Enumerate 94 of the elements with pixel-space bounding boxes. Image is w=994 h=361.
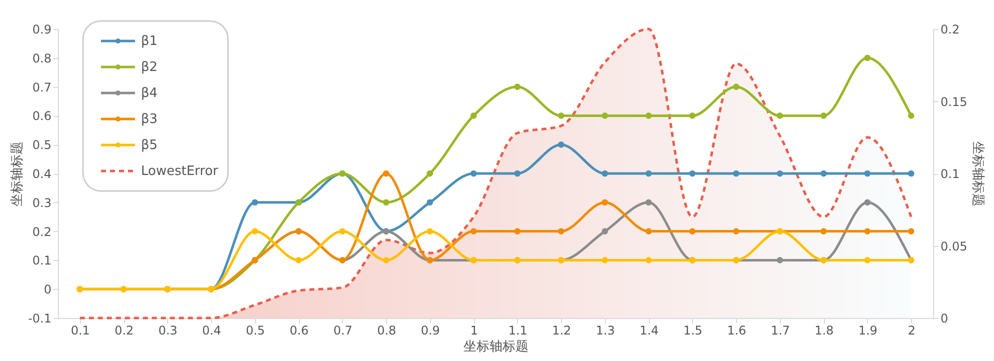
legend-label: β4 [141,86,158,101]
y-tick-label: 0.6 [32,109,52,124]
point [426,228,434,234]
x-tick-label: 0.3 [158,324,178,338]
y2-tick-label: 0.05 [940,239,968,254]
y-tick-label: 0.8 [32,51,52,66]
x-tick-label: 1.1 [508,324,528,338]
y2-tick-label: 0.2 [940,22,960,36]
y-tick-label: 0.7 [32,80,52,94]
point [602,170,608,177]
point [602,112,608,119]
x-tick-label: 1.4 [640,324,659,338]
point [558,112,564,119]
x-axis-title: 坐标轴标题 [464,340,528,354]
point [382,199,390,206]
legend-label: β2 [141,60,158,75]
point [558,228,564,234]
point [732,84,740,90]
point [864,170,871,177]
point [908,170,914,177]
legend-label: β5 [141,138,158,153]
x-tick-label: 1.2 [552,324,572,338]
x-tick-label: 1.9 [858,324,878,338]
y2-axis-title: 坐标轴标题 [970,142,986,206]
point [908,228,914,234]
point [382,170,390,177]
point [470,170,477,177]
point [558,141,564,148]
point [470,112,477,119]
x-tick-label: 1 [470,324,478,338]
y-tick-label: 0.2 [32,224,52,239]
point [602,257,608,264]
point [776,112,784,119]
x-tick-label: 1.7 [770,324,790,338]
point [820,170,827,177]
point [252,228,258,234]
y2-tick-label: 0.15 [940,94,968,109]
point [645,199,652,206]
y-tick-label: 0.9 [32,22,52,36]
point [645,170,652,177]
point [426,199,434,206]
y-tick-label: 0.3 [32,196,52,210]
point [514,228,521,234]
x-tick-label: 1.8 [814,324,834,338]
point [426,170,434,177]
x-tick-label: 0.5 [246,324,265,338]
point [689,170,696,177]
x-tick-label: 2 [908,324,916,338]
point [908,112,914,119]
point [776,170,784,177]
y-tick-label: 0 [44,282,52,297]
point [252,199,258,206]
legend-label: β3 [141,112,158,127]
legend-label: LowestError [141,164,219,179]
point [689,228,696,234]
x-tick-label: 0.8 [377,324,396,338]
x-tick-label: 0.9 [420,324,440,338]
point [645,228,652,234]
y-tick-label: -0.1 [28,312,52,326]
point [864,199,871,206]
point [295,257,302,264]
x-tick-label: 0.7 [333,324,352,338]
y-tick-label: 0.1 [32,254,52,268]
x-tick-label: 1.6 [727,324,746,338]
point [339,228,346,234]
point [602,199,608,206]
point [776,257,784,264]
point [820,112,827,119]
point [820,228,827,234]
x-tick-label: 1.3 [596,324,615,338]
point [864,228,871,234]
y2-tick-label: 0.1 [940,167,960,181]
point [514,170,521,177]
point [382,257,390,264]
x-tick-label: 0.2 [114,324,134,338]
point [732,170,740,177]
x-tick-label: 1.5 [683,324,702,338]
point [470,228,477,234]
y2-tick-label: 0 [940,312,948,326]
point [732,228,740,234]
x-tick-label: 0.4 [202,324,222,338]
y-tick-label: 0.4 [32,167,52,181]
point [645,257,652,264]
point [645,112,652,119]
point [514,84,521,90]
point [689,112,696,119]
point [864,257,871,264]
y-tick-label: 0.5 [32,138,52,152]
point [602,228,608,234]
x-tick-label: 0.6 [290,324,309,338]
y-axis-title: 坐标轴标题 [10,142,26,206]
legend-label: β1 [141,34,158,49]
x-tick-label: 0.1 [70,324,90,338]
point [864,54,871,62]
